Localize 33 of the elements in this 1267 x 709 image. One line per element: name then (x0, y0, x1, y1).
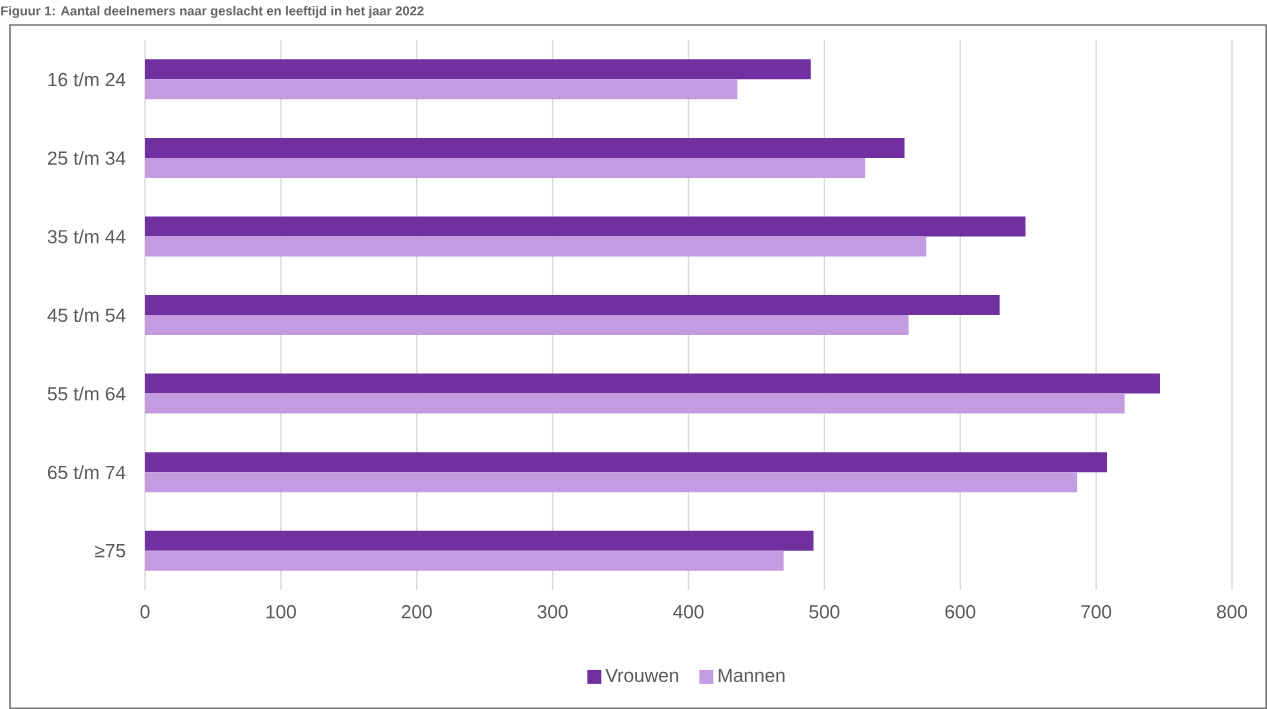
x-tick-label: 800 (1217, 605, 1248, 619)
y-tick-label: 65 t/m 74 (48, 465, 126, 480)
x-tick-label: 0 (140, 605, 150, 619)
bar (145, 452, 1107, 473)
bar (145, 295, 1000, 316)
y-tick-label: 16 t/m 24 (48, 72, 126, 87)
bar (145, 315, 909, 336)
bar (145, 137, 905, 158)
bar (145, 472, 1078, 493)
bar (145, 393, 1125, 414)
x-tick-label: 600 (945, 605, 976, 619)
bar (145, 550, 784, 571)
y-tick-label: 25 t/m 34 (47, 150, 126, 165)
y-tick-label: 55 t/m 64 (47, 386, 126, 401)
x-tick-label: 700 (1081, 605, 1112, 619)
bar (145, 373, 1160, 394)
bar (145, 216, 1026, 237)
y-tick-label: 35 t/m 44 (47, 229, 126, 244)
y-tick-label: ≥75 (95, 544, 126, 558)
legend-label: Vrouwen (605, 668, 679, 683)
y-tick-label: 45 t/m 54 (47, 308, 126, 322)
chart-title: Figuur 1: Aantal deelnemers naar geslacht en leeftijd in het jaar 2022 (1, 5, 424, 19)
bar (145, 79, 738, 100)
legend-label: Mannen (718, 668, 785, 683)
x-tick-label: 300 (537, 605, 568, 619)
bar (145, 59, 811, 80)
x-tick-label: 400 (673, 605, 704, 619)
x-tick-label: 200 (401, 605, 432, 619)
bar (145, 530, 814, 551)
x-tick-label: 500 (809, 605, 840, 619)
bar (145, 157, 866, 178)
x-tick-label: 100 (266, 605, 296, 619)
bar (145, 236, 927, 257)
